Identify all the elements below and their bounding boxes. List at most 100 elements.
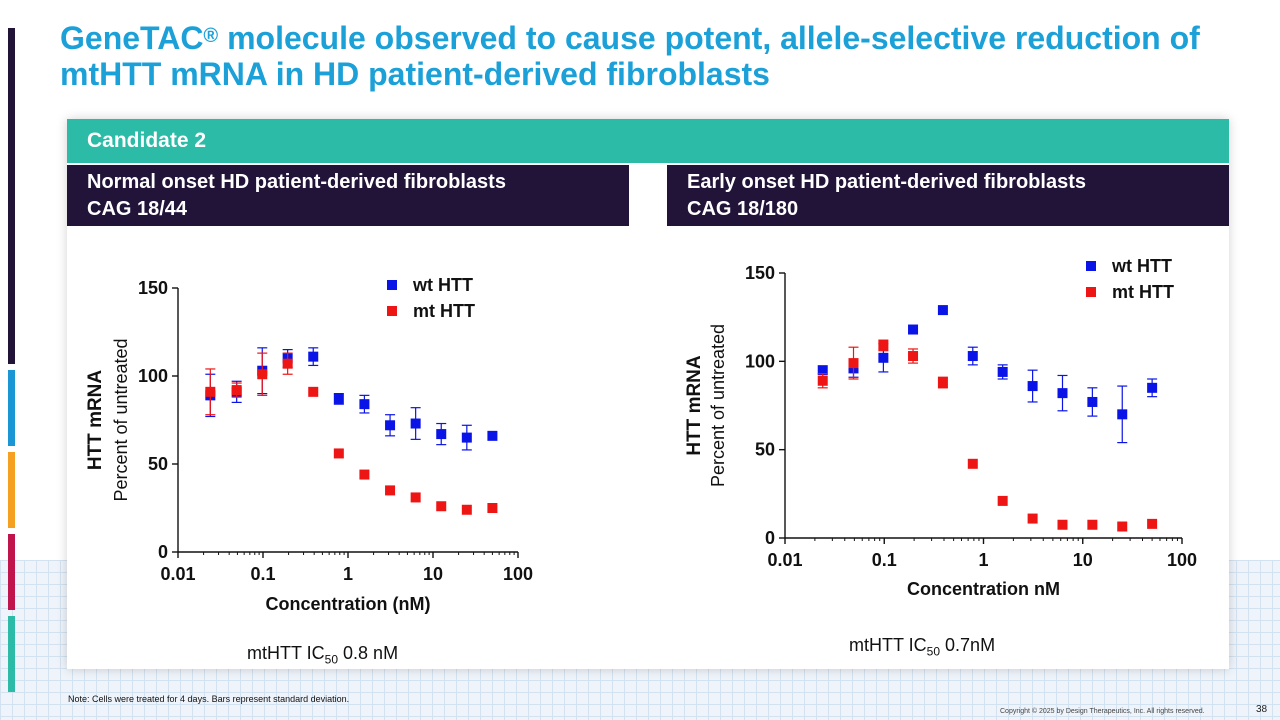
registered-mark: ® [203,25,219,47]
right-ic50: mtHTT IC50 0.7nM [849,635,995,659]
data-point-wt-htt [967,351,978,362]
data-point-mt-htt [282,358,293,369]
data-point-mt-htt [878,340,889,351]
data-point-mt-htt [848,358,859,369]
y-tick-label: 100 [138,366,168,386]
x-tick-label: 0.1 [872,550,897,570]
y-tick-label: 0 [158,542,168,562]
data-point-wt-htt [817,365,828,376]
legend-marker [1086,287,1096,297]
y-tick-label: 50 [148,454,168,474]
left-ic50-value: 0.8 nM [338,643,399,663]
right-chart: 0.01 0.1 1 10 100 0 50 100 150 Concentration nM HT… [684,256,1197,599]
footnote: Note: Cells were treated for 4 days. Bar… [68,694,350,704]
y-tick-label: 50 [755,440,775,460]
x-tick-label: 1 [343,564,353,584]
data-point-mt-htt [817,375,828,386]
x-axis-label: Concentration nM [907,579,1060,599]
slide-title: GeneTAC® molecule observed to cause pote… [60,20,1210,92]
x-tick-label: 0.01 [767,550,802,570]
data-point-mt-htt [359,469,370,480]
legend-marker [1086,261,1096,271]
y-axis-label: HTT mRNA [684,355,705,456]
data-point-wt-htt [1057,388,1068,399]
legend-label: wt HTT [412,275,473,295]
y-axis-label: HTT mRNA [85,370,106,471]
accent-bar-blue [8,370,15,446]
data-point-mt-htt [1117,521,1128,532]
y-axis-sublabel: Percent of untreated [111,338,131,501]
y-tick-label: 150 [745,263,775,283]
left-ic50: mtHTT IC50 0.8 nM [247,643,398,667]
legend-label: wt HTT [1111,256,1172,276]
y-tick-label: 100 [745,351,775,371]
data-point-wt-htt [359,399,370,410]
x-axis-label: Concentration (nM) [266,594,431,614]
data-point-mt-htt [967,458,978,469]
left-panel-header: Normal onset HD patient-derived fibrobla… [67,165,629,226]
x-tick-label: 100 [503,564,533,584]
data-point-mt-htt [385,485,396,496]
x-tick-label: 10 [423,564,443,584]
accent-bar-teal [8,616,15,692]
y-axis-sublabel: Percent of untreated [708,324,728,487]
data-point-mt-htt [410,492,421,503]
right-ic50-prefix: mtHTT IC [849,635,927,655]
data-point-wt-htt [997,366,1008,377]
x-tick-label: 0.1 [250,564,275,584]
right-ic50-value: 0.7nM [940,635,996,655]
data-point-mt-htt [257,369,268,380]
data-point-mt-htt [205,386,216,397]
data-point-wt-htt [410,418,421,429]
right-ic50-sub: 50 [926,644,941,659]
legend-label: mt HTT [413,301,475,321]
accent-bar-red [8,534,15,610]
data-point-mt-htt [1087,519,1098,530]
data-point-wt-htt [908,324,919,335]
candidate-header: Candidate 2 [67,119,1229,163]
data-point-wt-htt [436,429,447,440]
x-tick-label: 0.01 [160,564,195,584]
data-point-wt-htt [937,305,948,316]
data-point-mt-htt [1057,519,1068,530]
data-point-wt-htt [1147,382,1158,393]
legend-label: mt HTT [1112,282,1174,302]
right-panel-header: Early onset HD patient-derived fibroblas… [667,165,1229,226]
left-panel-line2: CAG 18/44 [87,198,188,220]
data-point-mt-htt [937,377,948,388]
data-point-wt-htt [1027,381,1038,392]
left-ic50-sub: 50 [324,652,339,667]
accent-bar-orange [8,452,15,528]
data-point-wt-htt [308,351,319,362]
data-point-wt-htt [487,430,498,441]
data-point-wt-htt [1087,396,1098,407]
y-tick-label: 150 [138,278,168,298]
data-point-wt-htt [1117,409,1128,420]
data-point-wt-htt [878,352,889,363]
title-part1: GeneTAC [60,20,204,56]
data-point-mt-htt [308,386,319,397]
x-tick-label: 10 [1073,550,1093,570]
right-panel-line2: CAG 18/180 [687,198,799,220]
data-point-mt-htt [231,385,242,396]
data-point-wt-htt [333,393,344,404]
left-panel-line1: Normal onset HD patient-derived fibrobla… [87,171,506,193]
data-point-mt-htt [908,351,919,362]
copyright: Copyright © 2025 by Design Therapeutics,… [1000,708,1205,715]
title-part2: molecule observed to cause potent, allel… [60,20,1200,92]
x-tick-label: 1 [978,550,988,570]
data-point-wt-htt [385,420,396,431]
data-point-mt-htt [1027,513,1038,524]
y-tick-label: 0 [765,528,775,548]
data-point-mt-htt [997,495,1008,506]
x-tick-label: 100 [1167,550,1197,570]
left-ic50-prefix: mtHTT IC [247,643,325,663]
data-point-mt-htt [461,504,472,515]
accent-bar-navy [8,28,15,364]
data-point-mt-htt [436,501,447,512]
data-point-mt-htt [487,503,498,513]
page-number: 38 [1256,704,1268,715]
data-point-mt-htt [1147,518,1158,529]
legend-marker [387,280,397,290]
legend-marker [387,306,397,316]
